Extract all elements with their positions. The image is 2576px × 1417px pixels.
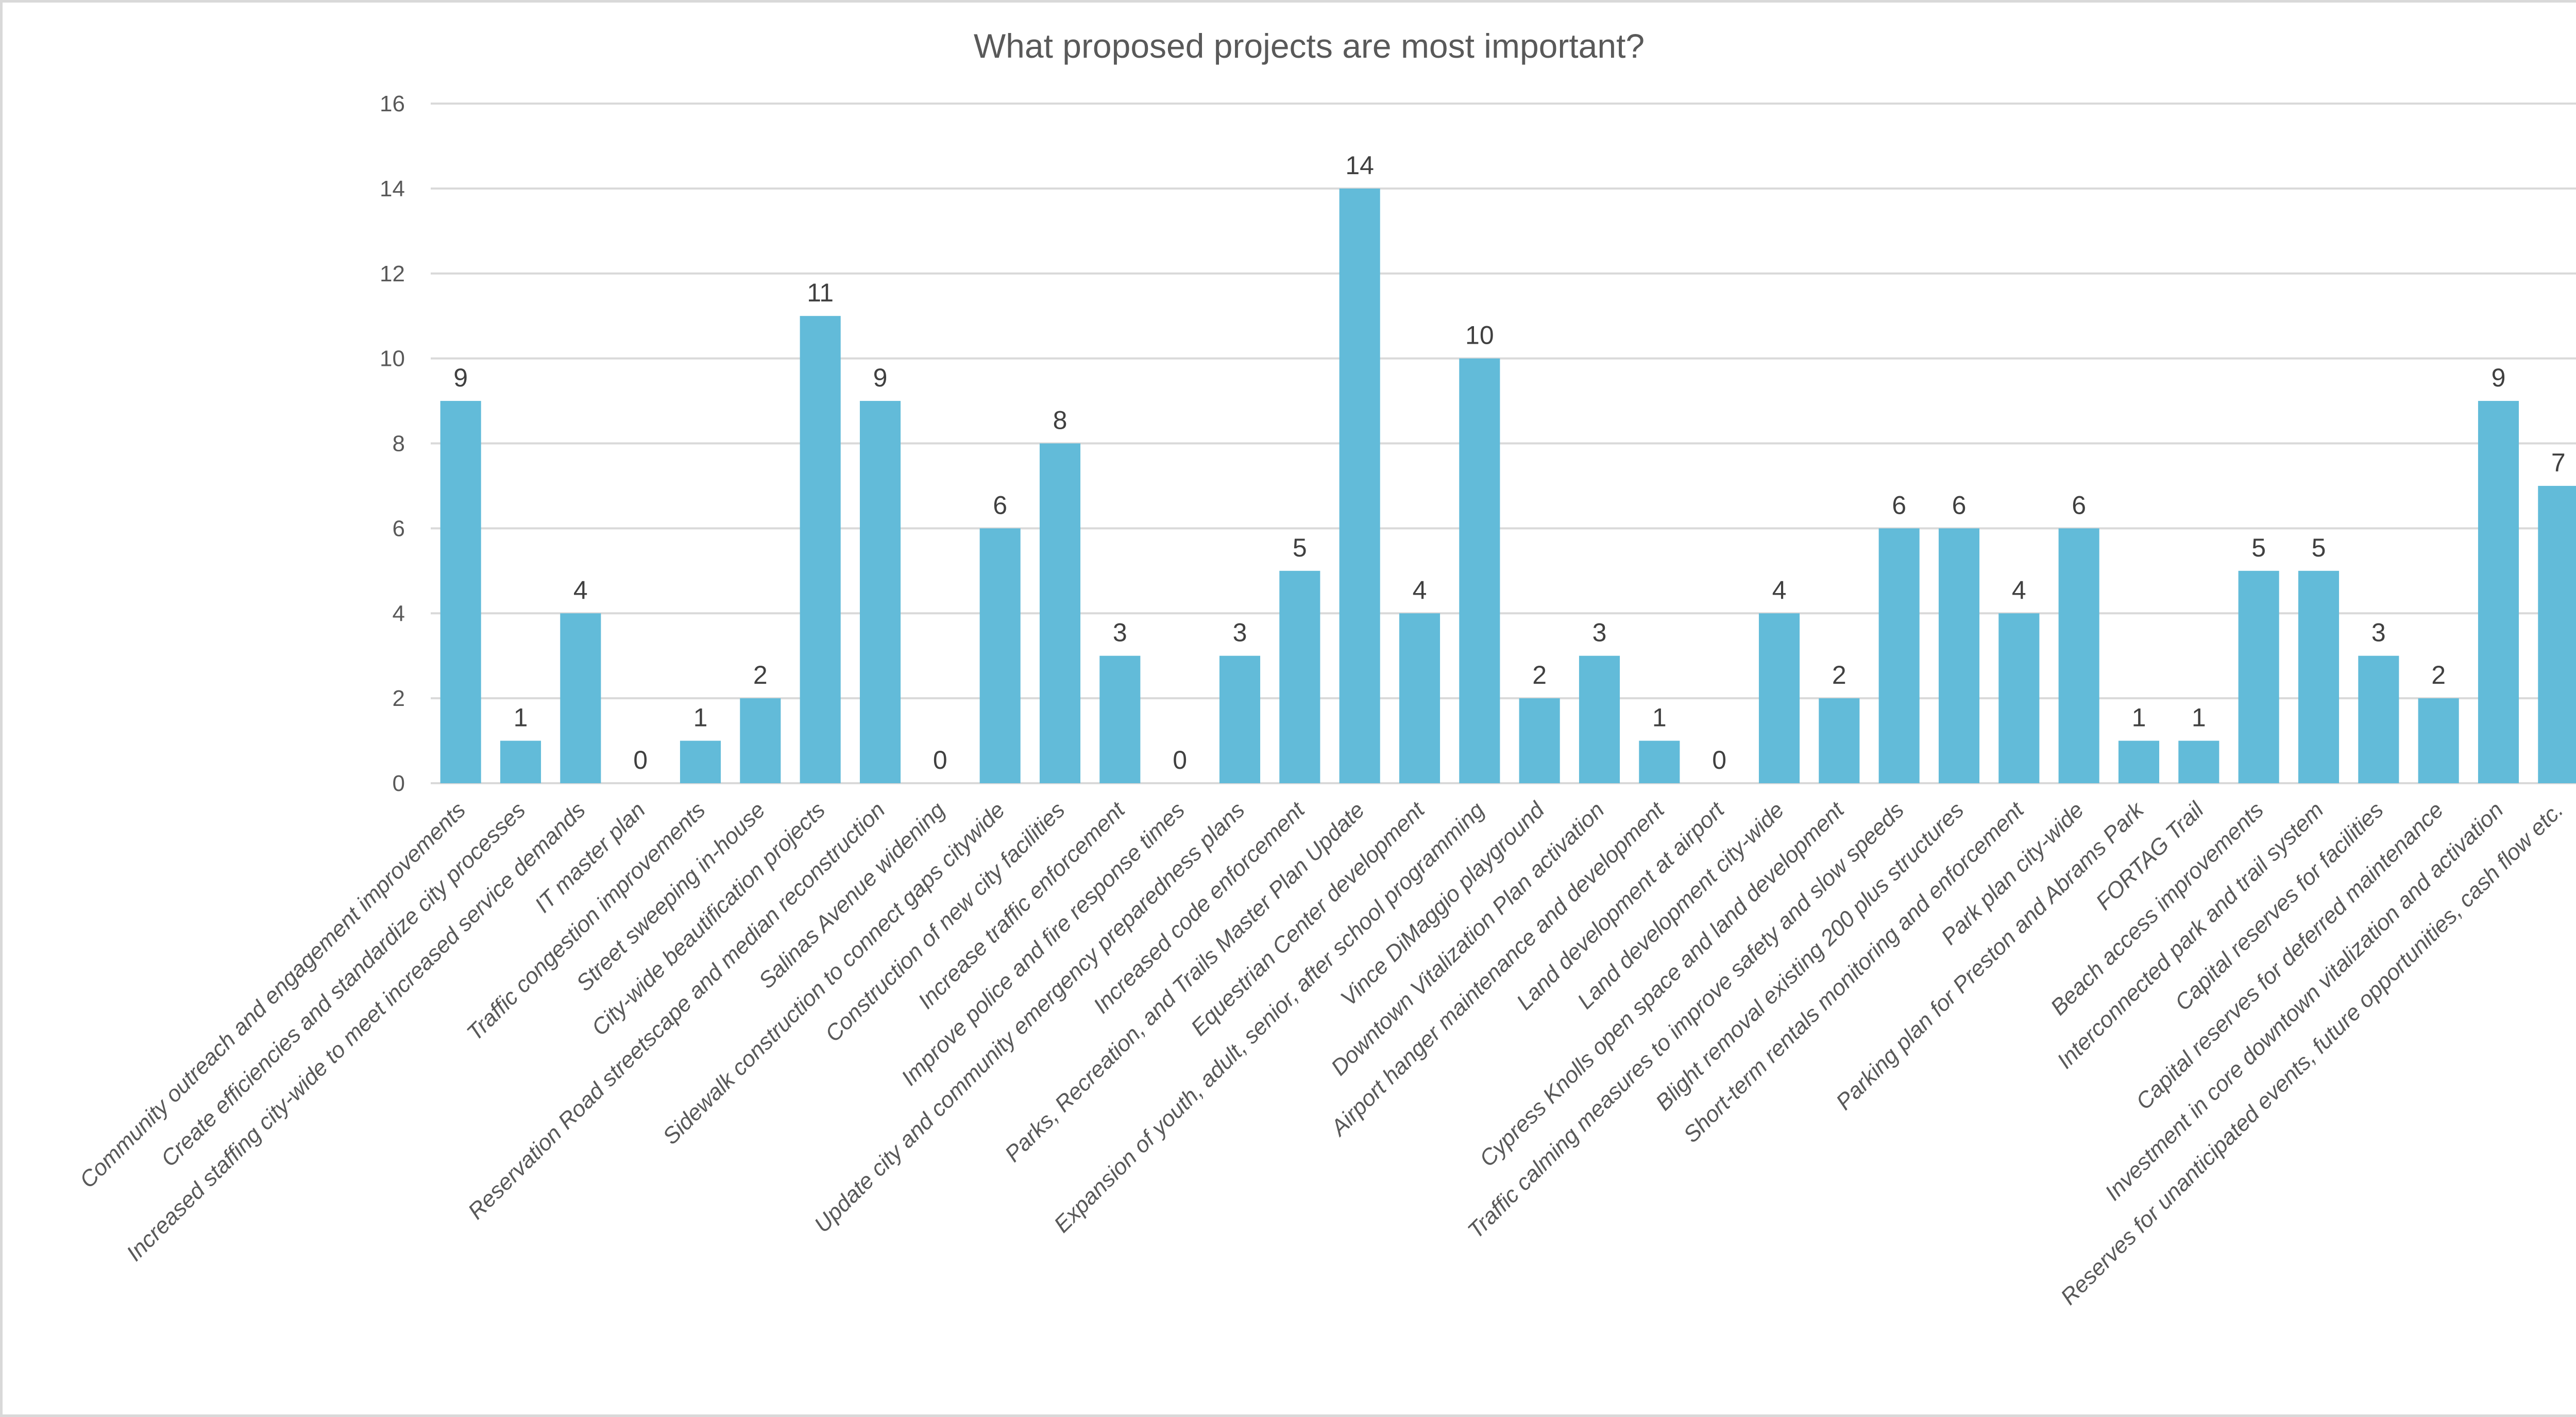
bar <box>500 740 541 783</box>
data-label: 10 <box>1465 321 1494 350</box>
bar <box>1998 613 2040 783</box>
x-axis-ticks: Community outreach and engagement improv… <box>75 797 2568 1310</box>
bar <box>1938 528 1980 783</box>
bar <box>1519 698 1560 783</box>
chart-title: What proposed projects are most importan… <box>974 27 1645 65</box>
data-label: 5 <box>2312 533 2326 562</box>
x-tick-label: FORTAG Trail <box>2091 797 2209 915</box>
data-label: 5 <box>1293 533 1307 562</box>
bar <box>1758 613 1800 783</box>
bar <box>1399 613 1440 783</box>
y-tick-label: 10 <box>380 346 405 372</box>
data-label: 4 <box>1772 576 1787 604</box>
data-label: 1 <box>2192 703 2206 732</box>
data-label: 0 <box>1173 746 1187 774</box>
data-label: 0 <box>1712 746 1726 774</box>
bar <box>2058 528 2099 783</box>
bar <box>2118 740 2160 783</box>
data-label: 6 <box>993 491 1007 519</box>
bar <box>2538 485 2576 783</box>
bar <box>1039 443 1081 783</box>
y-tick-label: 0 <box>393 771 405 796</box>
bar <box>1339 188 1380 783</box>
bar <box>979 528 1021 783</box>
data-label: 3 <box>1592 618 1607 647</box>
data-label: 5 <box>2251 533 2266 562</box>
data-label: 4 <box>1413 576 1427 604</box>
bar <box>1219 655 1261 783</box>
bar <box>2358 655 2399 783</box>
bar <box>680 740 721 783</box>
bar <box>1279 570 1320 783</box>
data-label: 1 <box>2132 703 2146 732</box>
data-label: 3 <box>2371 618 2386 647</box>
data-label: 7 <box>2551 448 2566 477</box>
data-label: 9 <box>2492 363 2506 392</box>
data-label: 2 <box>2431 661 2446 689</box>
bar <box>1459 358 1500 783</box>
bar <box>1819 698 1860 783</box>
data-label: 9 <box>873 363 888 392</box>
data-label: 1 <box>514 703 528 732</box>
data-label: 2 <box>1532 661 1547 689</box>
y-tick-label: 14 <box>380 176 405 201</box>
bar <box>2298 570 2340 783</box>
y-tick-label: 16 <box>380 91 405 116</box>
bar <box>740 698 781 783</box>
bar <box>2178 740 2219 783</box>
bar <box>560 613 601 783</box>
data-label: 3 <box>1233 618 1247 647</box>
bar <box>1579 655 1620 783</box>
y-tick-label: 8 <box>393 431 405 457</box>
bar <box>2418 698 2459 783</box>
y-tick-label: 2 <box>393 686 405 711</box>
data-label: 6 <box>1952 491 1967 519</box>
data-label: 9 <box>453 363 468 392</box>
bar <box>440 401 481 783</box>
data-label: 11 <box>807 278 834 307</box>
x-tick-label: Create efficiencies and standardize city… <box>156 797 530 1171</box>
data-label: 4 <box>573 576 588 604</box>
data-label: 14 <box>1345 151 1374 180</box>
bar <box>1099 655 1141 783</box>
y-tick-label: 12 <box>380 261 405 286</box>
data-label: 6 <box>2072 491 2086 519</box>
bar <box>2478 401 2519 783</box>
data-label: 1 <box>1652 703 1667 732</box>
bars <box>440 188 2576 783</box>
data-label: 2 <box>753 661 768 689</box>
data-label: 4 <box>2012 576 2026 604</box>
y-axis-ticks: 0 2 4 6 8 10 12 14 16 <box>380 91 405 796</box>
data-label: 8 <box>1053 406 1067 435</box>
data-label: 2 <box>1832 661 1846 689</box>
x-tick-label: Community outreach and engagement improv… <box>75 797 470 1193</box>
x-tick-label: Increased staffing city-wide to meet inc… <box>122 797 590 1266</box>
bar <box>859 401 901 783</box>
data-label: 1 <box>693 703 708 732</box>
bar <box>800 316 841 783</box>
bar <box>2238 570 2279 783</box>
data-label: 3 <box>1113 618 1127 647</box>
y-tick-label: 4 <box>393 601 405 626</box>
bar <box>1878 528 1920 783</box>
data-label: 0 <box>633 746 648 774</box>
bar <box>1639 740 1680 783</box>
data-label: 0 <box>933 746 947 774</box>
y-tick-label: 6 <box>393 516 405 541</box>
gridlines <box>431 103 2576 784</box>
data-label: 6 <box>1892 491 1906 519</box>
